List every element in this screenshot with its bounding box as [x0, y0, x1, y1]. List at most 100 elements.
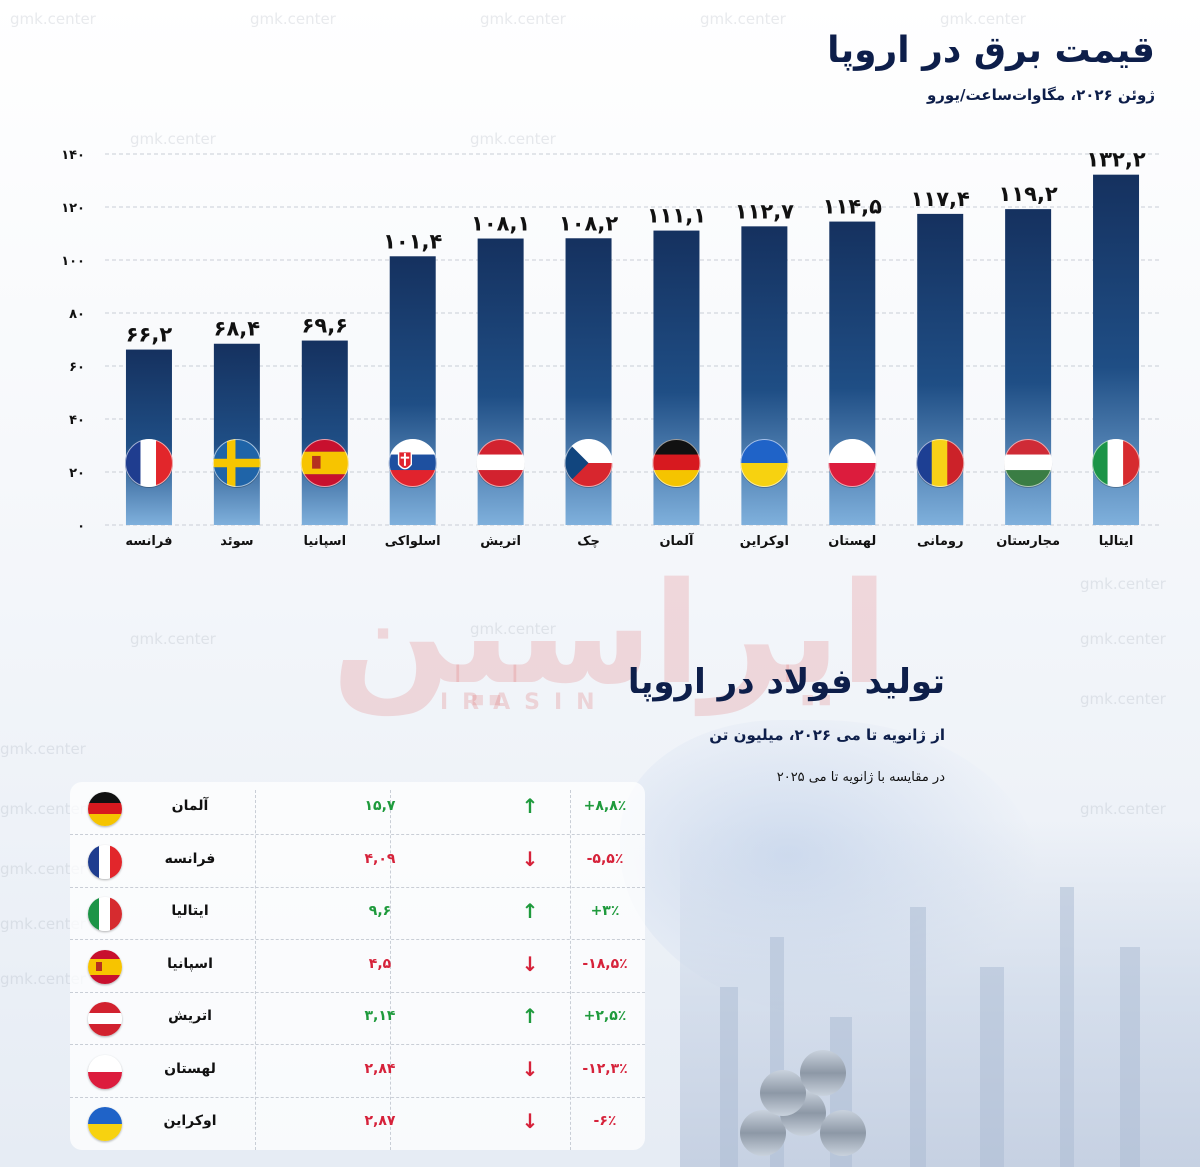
table-row: اتریش ۳,۱۴ ↑ +۲,۵٪	[70, 992, 645, 1045]
italy-flag-icon	[1092, 439, 1141, 488]
change-percent: -۱۸,۵٪	[582, 955, 628, 972]
gmk-watermark-text: gmk.center	[10, 10, 96, 28]
y-tick-label: ۱۲۰	[61, 201, 85, 216]
gmk-watermark-text: gmk.center	[250, 10, 336, 28]
bar-value-label: ۱۱۹,۲	[999, 182, 1058, 206]
poland-flag-icon	[88, 1054, 122, 1089]
arrow-up-icon: ↑	[521, 794, 539, 818]
bar-value-label: ۱۰۸,۲	[559, 211, 618, 235]
czech-flag-icon	[564, 439, 613, 488]
y-tick-label: ۴۰	[69, 413, 85, 428]
country-name: آلمان	[171, 798, 209, 814]
y-tick-label: ۱۰۰	[61, 254, 85, 269]
bar-value-label: ۱۳۲,۲	[1086, 148, 1145, 172]
category-label: اسلواکی	[385, 534, 441, 549]
bar	[301, 340, 348, 525]
bar-value-label: ۱۱۲,۷	[735, 199, 794, 223]
category-label: لهستان	[828, 534, 876, 549]
bar-value-label: ۱۱۷,۴	[911, 187, 970, 211]
irasin-logo-subtext: IRASIN	[440, 690, 609, 715]
gmk-watermark-text: gmk.center	[1080, 690, 1166, 708]
electricity-subtitle: ژوئن ۲۰۲۶، مگاوات‌ساعت/یورو	[926, 86, 1155, 104]
steel-production-table: آلمان ۱۵,۷ ↑ +۸,۸٪ فرانسه ۴,۰۹ ↓ -۵,۵٪ ایتالیا ۹,…	[70, 782, 645, 1150]
table-row: اسپانیا ۴,۵ ↓ -۱۸,۵٪	[70, 940, 645, 993]
france-flag-icon	[88, 844, 122, 879]
steel-subtitle: از ژانویه تا می ۲۰۲۶، میلیون تن	[709, 726, 945, 744]
production-value: ۱۵,۷	[364, 798, 396, 814]
category-label: ایتالیا	[1099, 534, 1134, 549]
steel-comparison-note: در مقایسه با ژانویه تا می ۲۰۲۵	[776, 770, 945, 785]
italy-flag-icon	[88, 897, 122, 931]
category-label: فرانسه	[125, 534, 172, 549]
steel-title: تولید فولاد در اروپا	[627, 662, 945, 702]
electricity-price-chart: ۰ ۲۰ ۴۰ ۶۰ ۸۰ ۱۰۰ ۱۲۰ ۱۴۰ ۶۶,۲ فرانسه ۶۸,۴ سوئد ۶…	[61, 148, 1160, 549]
column-divider	[390, 790, 391, 1150]
table-row: فرانسه ۴,۰۹ ↓ -۵,۵٪	[70, 835, 645, 888]
change-percent: -۵,۵٪	[586, 850, 624, 867]
bar-value-label: ۶۹,۶	[302, 314, 348, 338]
gmk-watermark-text: gmk.center	[470, 130, 556, 148]
austria-flag-icon	[88, 1002, 122, 1036]
y-tick-label: ۲۰	[69, 466, 85, 481]
bar	[125, 349, 172, 525]
production-value: ۲,۸۴	[364, 1060, 396, 1077]
spain-flag-icon	[300, 439, 349, 488]
bar-value-label: ۶۶,۲	[126, 323, 173, 347]
gmk-watermark-text: gmk.center	[1080, 575, 1166, 593]
gmk-watermark-text: gmk.center	[700, 10, 786, 28]
ukraine-flag-icon	[740, 439, 789, 488]
austria-flag-icon	[476, 439, 525, 488]
gmk-watermark-text: gmk.center	[0, 800, 86, 818]
sweden-flag-icon	[212, 439, 261, 488]
category-label: چک	[577, 534, 600, 549]
romania-flag-icon	[916, 439, 965, 488]
slovakia-flag-icon	[388, 439, 437, 488]
y-tick-label: ۱۴۰	[61, 148, 85, 163]
arrow-down-icon: ↓	[521, 1109, 539, 1133]
gmk-watermark-text: gmk.center	[940, 10, 1026, 28]
bar	[213, 343, 260, 525]
gmk-watermark-text: gmk.center	[0, 740, 86, 758]
category-label: مجارستان	[996, 534, 1060, 549]
country-name: ایتالیا	[171, 903, 209, 919]
arrow-down-icon: ↓	[521, 1056, 539, 1081]
production-value: ۴,۵	[368, 955, 392, 972]
bar-value-label: ۱۰۱,۴	[383, 229, 442, 253]
category-label: رومانی	[917, 534, 964, 549]
y-tick-label: ۰	[77, 519, 85, 534]
y-tick-label: ۸۰	[69, 307, 85, 322]
change-percent: +۳٪	[590, 903, 620, 919]
category-label: سوئد	[220, 534, 253, 549]
germany-flag-icon	[88, 792, 122, 826]
country-name: اوکراین	[163, 1113, 217, 1129]
france-flag-icon	[124, 439, 173, 488]
table-row: لهستان ۲,۸۴ ↓ -۱۲,۳٪	[70, 1045, 645, 1098]
gmk-watermark-text: gmk.center	[0, 970, 86, 988]
category-label: اتریش	[480, 534, 521, 549]
spain-flag-icon	[88, 949, 122, 984]
category-label: آلمان	[659, 532, 694, 549]
arrow-down-icon: ↓	[521, 951, 539, 976]
gmk-watermark-text: gmk.center	[0, 915, 86, 933]
gmk-watermark-text: gmk.center	[480, 10, 566, 28]
bar-value-label: ۱۱۱,۱	[647, 204, 706, 228]
gmk-watermark-text: gmk.center	[130, 630, 216, 648]
gmk-watermark-text: gmk.center	[0, 860, 86, 878]
production-value: ۲,۸۷	[364, 1113, 396, 1129]
bar-value-label: ۱۰۸,۱	[471, 212, 530, 236]
country-name: اسپانیا	[167, 955, 213, 972]
electricity-title: قیمت برق در اروپا	[827, 30, 1155, 71]
ukraine-flag-icon	[88, 1107, 122, 1141]
arrow-up-icon: ↑	[521, 899, 539, 923]
category-label: اسپانیا	[304, 534, 347, 549]
country-name: اتریش	[168, 1008, 212, 1024]
column-divider	[570, 790, 571, 1150]
industrial-background	[680, 820, 1200, 1167]
category-label: اوکراین	[740, 534, 789, 549]
arrow-down-icon: ↓	[521, 846, 539, 871]
column-divider	[255, 790, 256, 1150]
production-value: ۴,۰۹	[364, 850, 396, 867]
country-name: فرانسه	[164, 850, 216, 867]
change-percent: +۲,۵٪	[583, 1008, 627, 1024]
country-name: لهستان	[164, 1060, 216, 1077]
